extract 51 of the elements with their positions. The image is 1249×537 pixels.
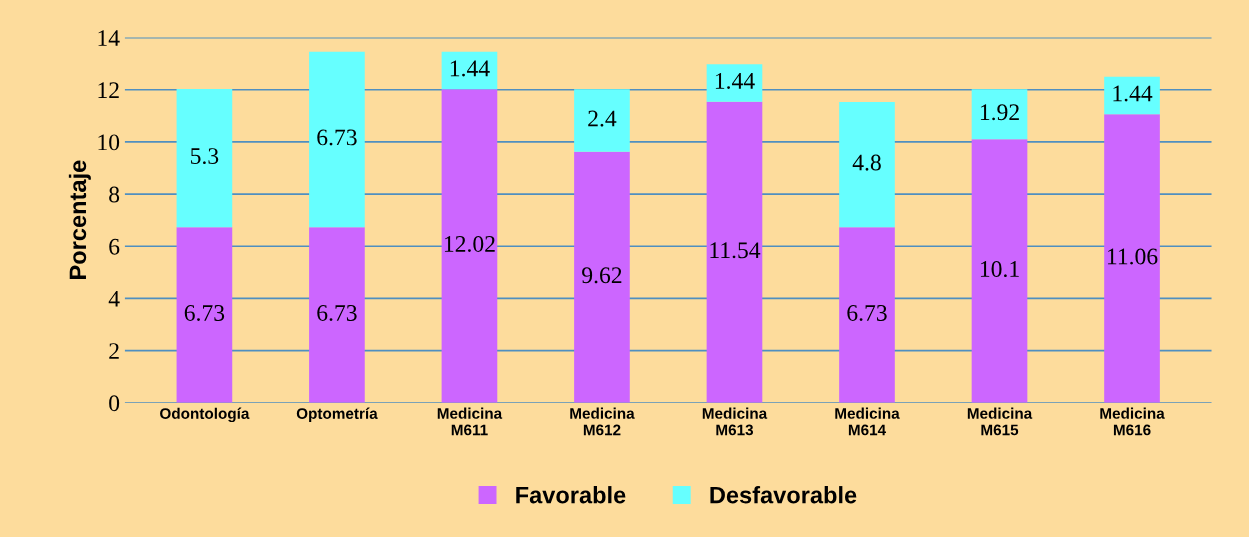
data-label: 1.92	[980, 104, 1019, 121]
bar	[971, 89, 1028, 140]
y-axis-title: Porcentaje	[68, 160, 91, 279]
y-tick-label: 6	[109, 238, 120, 255]
x-tick-label: Medicina M614	[835, 407, 900, 436]
bar	[441, 51, 498, 90]
bar	[1104, 114, 1160, 403]
data-label: 5.3	[191, 148, 219, 165]
x-tick-label: Medicina M612	[570, 407, 635, 436]
y-tick-label: 10	[98, 134, 120, 151]
data-label: 1.44	[450, 60, 490, 77]
x-tick-label: Medicina M611	[437, 407, 503, 436]
bar	[309, 227, 365, 403]
data-label: 1.44	[1113, 85, 1153, 102]
bar	[706, 101, 763, 403]
legend-label: Desfavorable	[710, 486, 857, 504]
y-tick-label: 14	[98, 30, 120, 46]
y-tick-label: 4	[108, 291, 120, 307]
x-tick-label: Medicina M616	[1100, 407, 1165, 436]
legend-label: Favorable	[516, 486, 626, 504]
y-tick-label: 2	[109, 343, 119, 359]
bar	[1104, 76, 1160, 115]
bar	[441, 89, 498, 403]
bar	[839, 227, 895, 403]
data-label: 2.4	[588, 110, 617, 127]
x-tick-label: Odontología	[160, 407, 250, 423]
data-label: 6.73	[184, 305, 225, 321]
y-tick-label: 0	[109, 395, 120, 412]
y-tick-label: 12	[98, 82, 119, 98]
data-label: 9.62	[582, 267, 622, 284]
bar	[971, 139, 1028, 403]
bar	[176, 227, 233, 403]
data-label: 6.73	[847, 305, 887, 321]
y-tick-label: 8	[109, 186, 120, 203]
data-label: 6.73	[317, 305, 357, 321]
data-label: 11.06	[1107, 248, 1158, 265]
data-label: 10.1	[980, 261, 1019, 278]
data-label: 6.73	[317, 129, 357, 146]
bar	[574, 89, 630, 152]
bar	[706, 64, 763, 102]
bar	[309, 51, 365, 228]
bar	[839, 102, 895, 228]
x-tick-label: Medicina M615	[967, 407, 1033, 436]
data-label: 1.44	[715, 73, 755, 89]
bar	[574, 151, 630, 403]
data-label: 4.8	[852, 154, 881, 171]
x-tick-label: Medicina M613	[702, 407, 768, 436]
data-label: 11.54	[710, 242, 761, 259]
data-label: 12.02	[444, 235, 495, 253]
bar	[176, 88, 233, 228]
x-tick-label: Optometría	[296, 407, 378, 422]
